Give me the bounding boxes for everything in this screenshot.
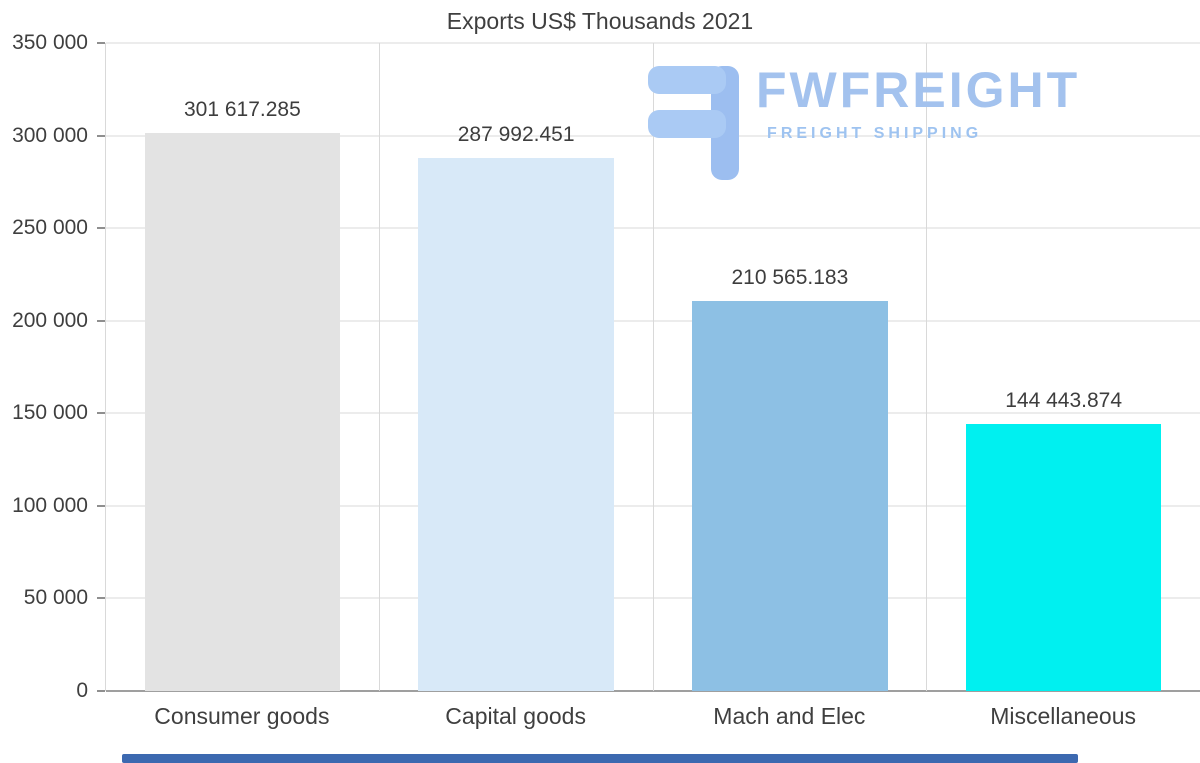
y-tick-label: 200 000 xyxy=(12,308,88,332)
brand-watermark: FWFREIGHT FREIGHT SHIPPING xyxy=(648,64,1080,182)
brand-tagline: FREIGHT SHIPPING xyxy=(767,124,983,142)
y-tick xyxy=(97,319,105,322)
bar-consumer-goods[interactable] xyxy=(144,132,340,691)
y-tick xyxy=(97,690,105,692)
bar-value-label: 287 992.451 xyxy=(457,122,575,146)
brand-text-block: FWFREIGHT FREIGHT SHIPPING xyxy=(756,64,1080,143)
brand-name: FWFREIGHT xyxy=(756,62,1081,118)
bar-capital-goods[interactable] xyxy=(418,157,614,691)
chart-title: Exports US$ Thousands 2021 xyxy=(446,8,754,34)
x-category-label-capital-goods: Capital goods xyxy=(445,703,586,729)
y-tick xyxy=(97,227,105,230)
plot-area: 301 617.285 287 992.451 210 565.183 144 443… xyxy=(105,42,1200,692)
bar-value-label: 301 617.285 xyxy=(183,97,301,121)
y-axis: 350 000 300 000 250 000 200 000 150 000 100 0… xyxy=(0,31,105,702)
y-tick-label: 150 000 xyxy=(12,401,88,425)
x-category-label-mach-and-elec: Mach and Elec xyxy=(713,703,866,729)
x-category-label-consumer-goods: Consumer goods xyxy=(154,703,330,729)
bar-column-consumer-goods: 301 617.285 xyxy=(106,43,380,691)
x-category-label-miscellaneous: Miscellaneous xyxy=(990,703,1136,729)
y-tick-label: 350 000 xyxy=(12,31,88,54)
bar-column-capital-goods: 287 992.451 xyxy=(380,43,654,691)
bar-value-label: 210 565.183 xyxy=(731,266,849,290)
bar-mach-and-elec[interactable] xyxy=(692,301,888,691)
y-tick-label: 100 000 xyxy=(12,493,88,517)
bar-value-label: 144 443.874 xyxy=(1005,388,1123,412)
y-tick xyxy=(97,597,105,600)
h-gridline xyxy=(106,690,1200,692)
bar-column-mach-and-elec: 210 565.183 xyxy=(654,43,928,691)
y-tick xyxy=(97,42,105,44)
fwfreight-logo-icon xyxy=(648,66,739,180)
bar-miscellaneous[interactable] xyxy=(965,423,1162,691)
x-axis-labels: Consumer goods Capital goods Mach and Elec… xyxy=(105,703,1200,730)
y-tick-label: 0 xyxy=(76,679,88,702)
y-tick xyxy=(97,134,105,137)
y-tick-label: 50 000 xyxy=(23,586,88,610)
y-tick-label: 250 000 xyxy=(12,216,88,240)
y-tick xyxy=(97,412,105,415)
y-tick-label: 300 000 xyxy=(12,123,88,147)
bar-column-miscellaneous: 144 443.874 xyxy=(927,43,1200,691)
columns: 301 617.285 287 992.451 210 565.183 144 443… xyxy=(106,43,1200,691)
horizontal-scrollbar-thumb[interactable] xyxy=(122,754,1078,763)
y-tick xyxy=(97,504,105,507)
